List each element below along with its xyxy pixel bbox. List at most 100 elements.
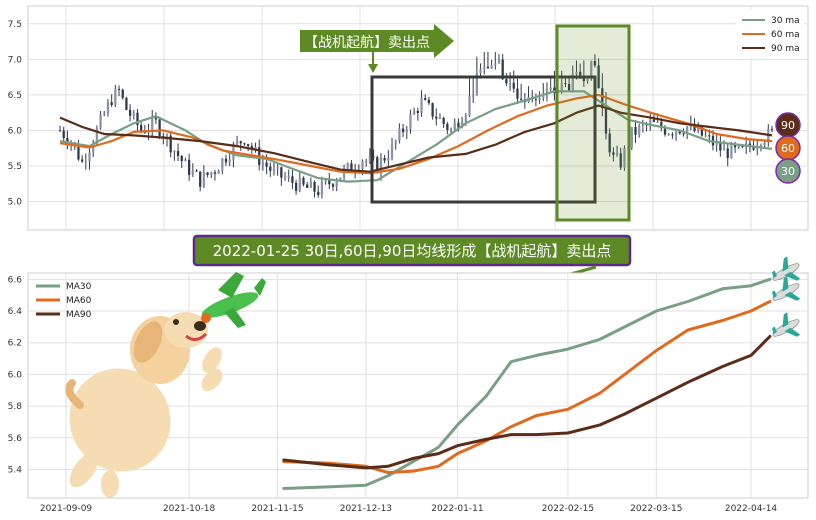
candle bbox=[394, 139, 397, 150]
candle bbox=[597, 58, 600, 89]
legend-30ma: 30 ma bbox=[771, 16, 800, 26]
candle bbox=[438, 113, 442, 120]
candle bbox=[302, 176, 305, 187]
sell-callout: 【战机起航】卖出点 bbox=[300, 24, 454, 73]
candle bbox=[593, 54, 597, 68]
price-y-ticks: 5.0 5.5 6.0 6.5 7.0 7.5 bbox=[8, 20, 23, 208]
candle bbox=[427, 96, 431, 106]
candle bbox=[202, 165, 206, 189]
ma-x-tick-label: 2021-11-15 bbox=[251, 504, 303, 514]
candle bbox=[88, 148, 91, 170]
candle bbox=[649, 112, 652, 131]
candle bbox=[446, 121, 449, 135]
candle bbox=[387, 150, 390, 166]
candle bbox=[92, 139, 95, 158]
price-y-tick-label: 7.0 bbox=[8, 55, 23, 65]
ma-legend: MA30 MA60 MA90 bbox=[36, 282, 92, 320]
candle bbox=[623, 145, 626, 171]
candle bbox=[158, 116, 161, 140]
candle bbox=[280, 166, 283, 186]
candle bbox=[379, 153, 383, 181]
candle bbox=[210, 171, 213, 179]
ma-y-tick-label: 5.6 bbox=[8, 434, 23, 444]
candle bbox=[667, 133, 670, 136]
airplane-icon bbox=[772, 256, 801, 281]
svg-text:90: 90 bbox=[781, 119, 795, 132]
candle bbox=[106, 99, 110, 117]
candle bbox=[398, 123, 401, 144]
candle bbox=[287, 169, 290, 182]
candle bbox=[176, 143, 180, 162]
candle bbox=[409, 109, 412, 134]
candle bbox=[243, 142, 246, 146]
candle bbox=[235, 135, 239, 147]
candle bbox=[328, 172, 331, 190]
ma-series-lines bbox=[282, 277, 772, 490]
candle bbox=[294, 179, 298, 195]
puppy-illustration bbox=[65, 312, 223, 498]
candle bbox=[169, 132, 172, 158]
candle bbox=[494, 52, 497, 70]
sell-callout-label: 【战机起航】卖出点 bbox=[304, 35, 430, 51]
svg-text:30: 30 bbox=[781, 165, 795, 178]
candle bbox=[184, 157, 187, 162]
candle bbox=[368, 148, 372, 165]
candle bbox=[117, 85, 121, 97]
ma-y-tick-label: 5.4 bbox=[8, 465, 23, 475]
candle bbox=[634, 119, 637, 144]
price-y-tick-label: 5.0 bbox=[8, 198, 23, 208]
candle bbox=[269, 162, 272, 177]
candle bbox=[110, 94, 113, 108]
candle bbox=[726, 143, 729, 167]
ma-y-tick-label: 5.8 bbox=[8, 402, 23, 412]
candle bbox=[187, 153, 191, 181]
candle bbox=[154, 112, 158, 125]
price-ma60-line bbox=[59, 93, 773, 175]
candle bbox=[615, 145, 619, 157]
candle bbox=[221, 157, 224, 175]
airplane-icon bbox=[772, 276, 801, 301]
candle bbox=[719, 134, 722, 157]
candle bbox=[453, 118, 456, 131]
candle bbox=[505, 72, 508, 87]
ma-x-tick-label: 2021-09-09 bbox=[40, 504, 93, 514]
price-y-tick-label: 6.0 bbox=[8, 126, 23, 136]
sell-zone-box bbox=[555, 24, 631, 222]
price-ma90-line bbox=[59, 104, 773, 173]
candle bbox=[331, 182, 335, 191]
candle bbox=[320, 176, 324, 199]
candle bbox=[224, 154, 228, 166]
chart-title: 2022-01-25 30日,60日,90日均线形成【战机起航】卖出点 bbox=[213, 242, 612, 260]
callout-pointer-icon bbox=[368, 64, 378, 73]
toy-plane-icon bbox=[201, 272, 266, 328]
candle bbox=[132, 109, 135, 120]
candle bbox=[383, 155, 386, 164]
candle bbox=[678, 130, 681, 135]
ma-y-tick-label: 6.4 bbox=[8, 307, 23, 317]
candle bbox=[641, 119, 645, 133]
candle bbox=[520, 83, 523, 101]
candle bbox=[199, 171, 202, 192]
price-y-tick-label: 5.5 bbox=[8, 162, 22, 172]
ma-y-tick-label: 6.6 bbox=[8, 275, 23, 285]
candle bbox=[442, 116, 445, 129]
candle bbox=[416, 107, 419, 121]
candle bbox=[217, 169, 220, 174]
candle bbox=[298, 172, 301, 193]
airplane-icons bbox=[772, 256, 801, 337]
candle bbox=[151, 109, 154, 138]
legend-ma60: MA60 bbox=[66, 296, 92, 306]
candle bbox=[191, 163, 194, 177]
ma-y-tick-label: 6.0 bbox=[8, 370, 23, 380]
candle bbox=[313, 180, 316, 198]
candle bbox=[365, 158, 368, 167]
svg-text:60: 60 bbox=[781, 142, 795, 155]
series-line-ma90 bbox=[282, 334, 772, 470]
legend-ma90: MA90 bbox=[66, 310, 92, 320]
candle bbox=[103, 110, 106, 117]
ma-y-ticks: 5.4 5.6 5.8 6.0 6.2 6.4 6.6 bbox=[8, 275, 23, 475]
legend-60ma: 60 ma bbox=[771, 30, 800, 40]
candle bbox=[560, 70, 563, 94]
candle bbox=[254, 142, 257, 153]
